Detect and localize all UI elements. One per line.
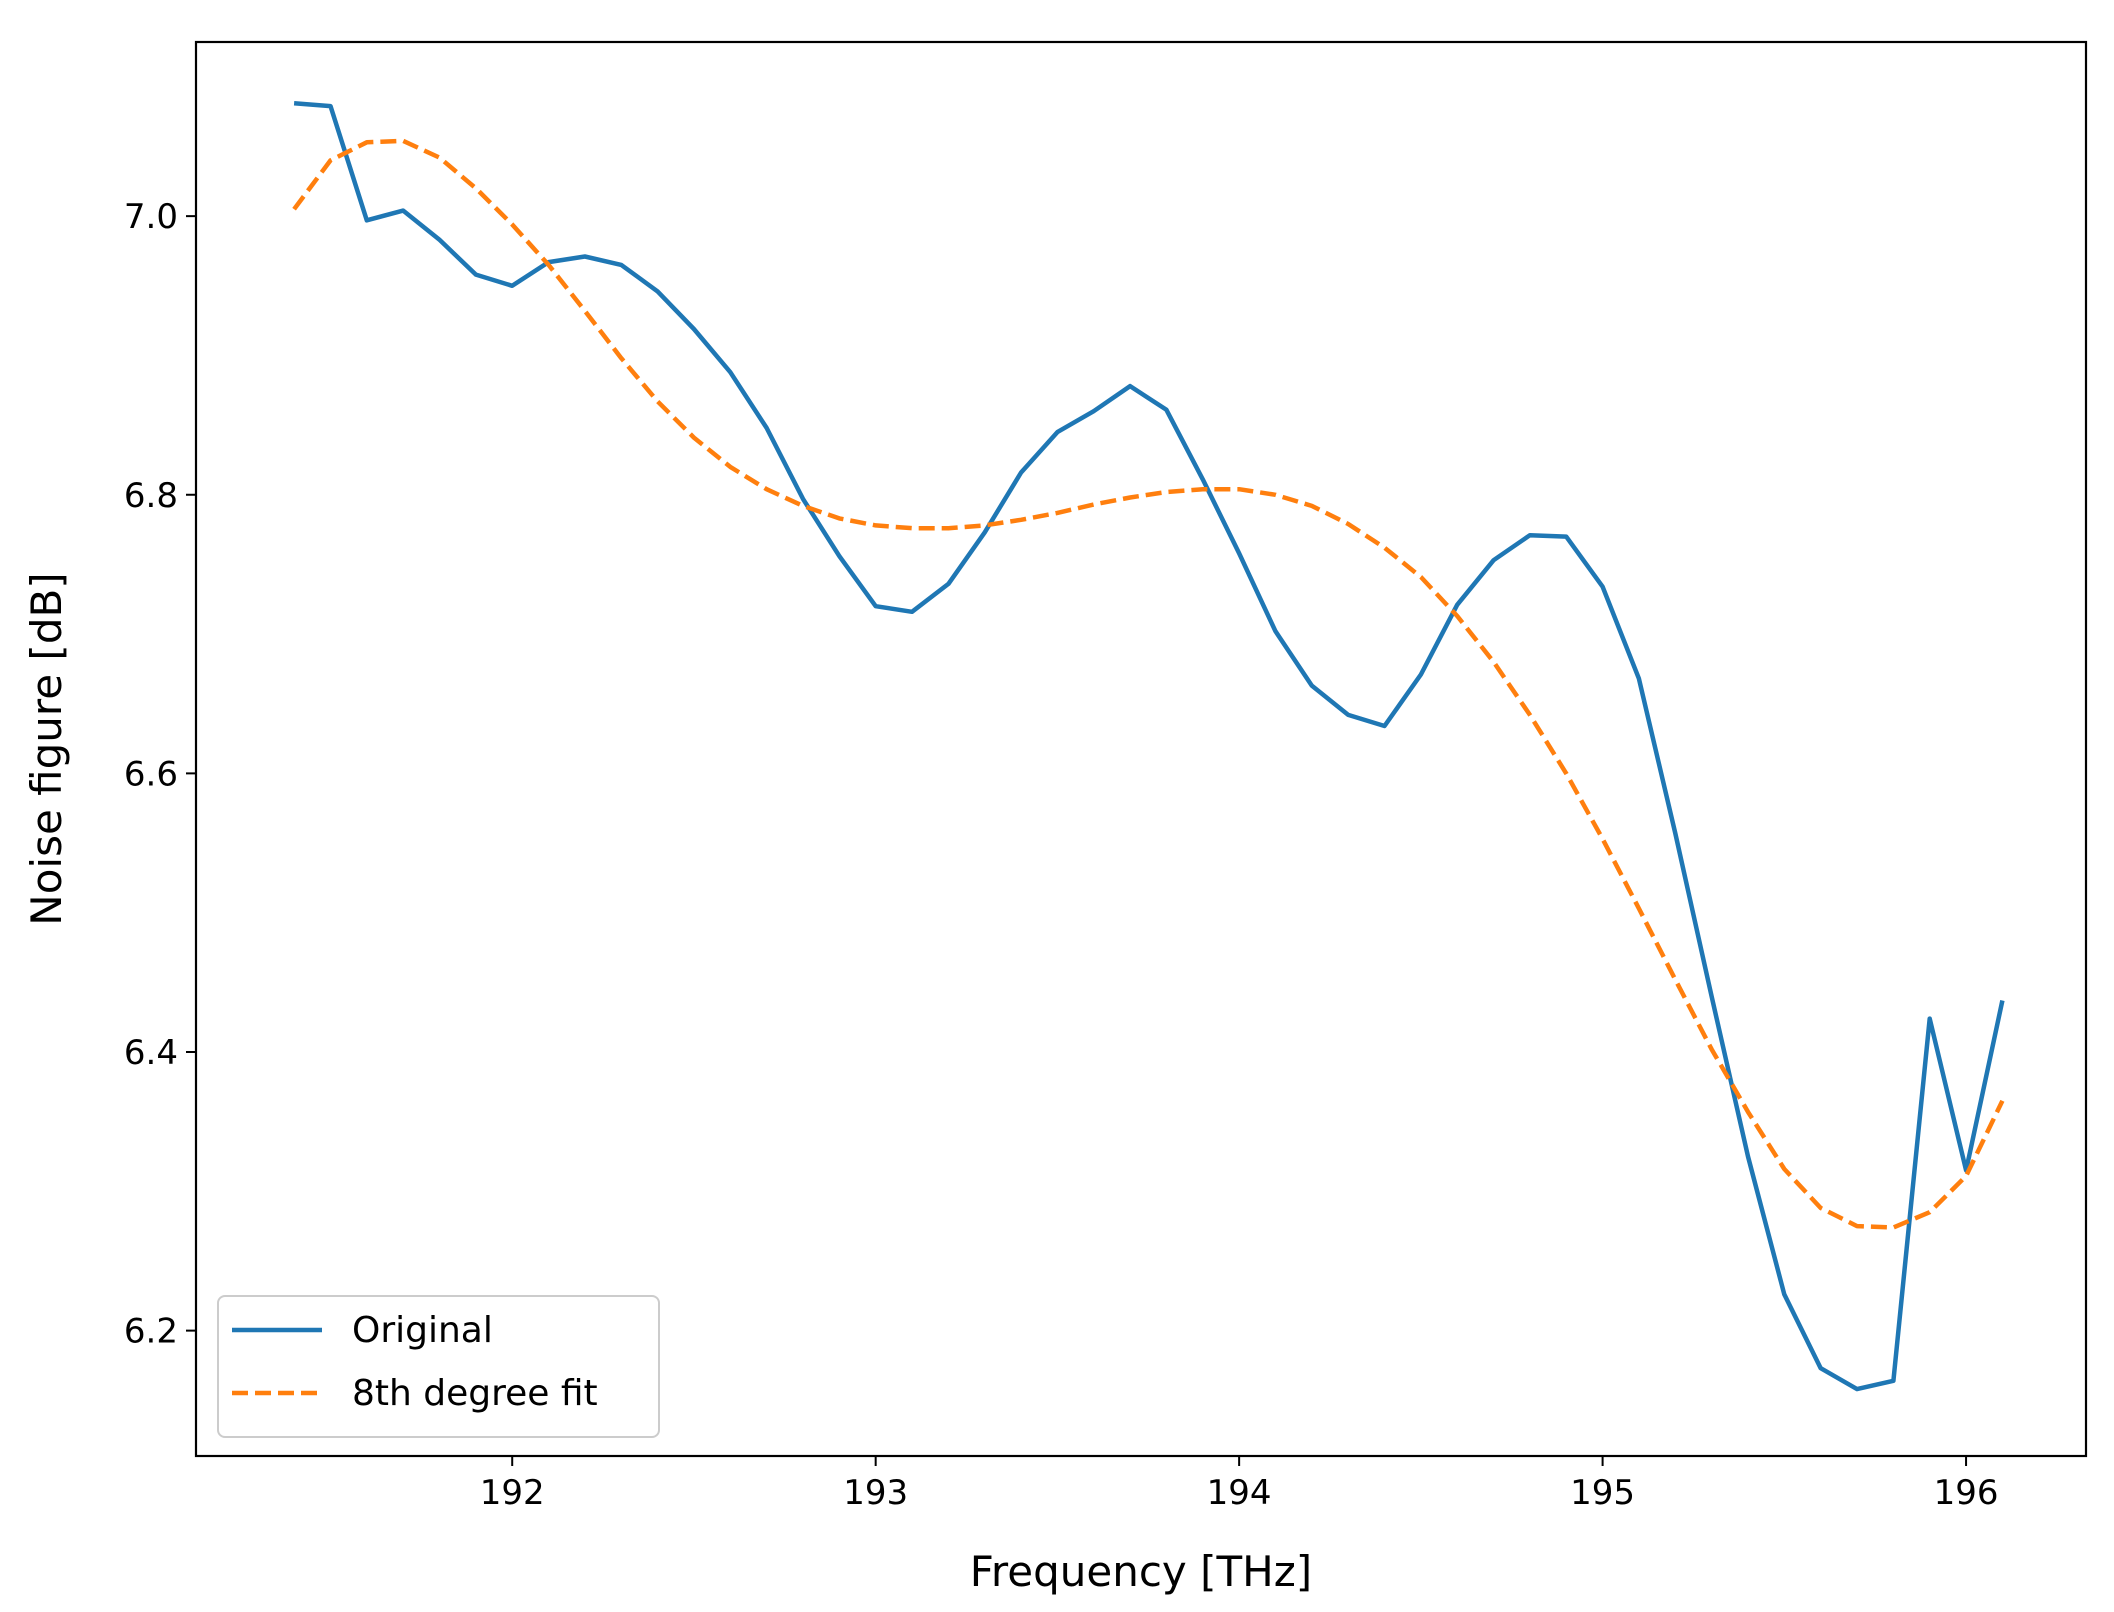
legend: Original 8th degree fit xyxy=(217,1295,660,1438)
y-tick-label: 6.6 xyxy=(124,754,178,794)
y-tick-label: 6.2 xyxy=(124,1312,178,1352)
y-axis: 6.2 6.4 6.6 6.8 7.0 xyxy=(124,197,196,1352)
x-axis: 192 193 194 195 196 xyxy=(480,1456,1999,1513)
plot-frame xyxy=(194,40,2088,1458)
series-line-fit xyxy=(292,138,2005,1230)
series-layer xyxy=(292,101,2005,1392)
y-tick-label: 6.8 xyxy=(124,476,178,516)
x-tick-label: 193 xyxy=(843,1473,908,1513)
series-line-original xyxy=(293,101,2005,1392)
legend-label-fit: 8th degree fit xyxy=(352,1373,598,1414)
x-tick-label: 195 xyxy=(1570,1473,1635,1513)
legend-label-original: Original xyxy=(352,1310,493,1351)
y-axis-title: Noise figure [dB] xyxy=(22,572,71,925)
x-tick-label: 196 xyxy=(1934,1473,1999,1513)
x-axis-title: Frequency [THz] xyxy=(970,1547,1312,1596)
y-tick-label: 7.0 xyxy=(124,197,178,237)
x-tick-label: 192 xyxy=(480,1473,545,1513)
legend-box xyxy=(217,1295,660,1438)
plot-background xyxy=(196,42,2086,1456)
y-tick-label: 6.4 xyxy=(124,1033,178,1073)
x-tick-label: 194 xyxy=(1207,1473,1272,1513)
